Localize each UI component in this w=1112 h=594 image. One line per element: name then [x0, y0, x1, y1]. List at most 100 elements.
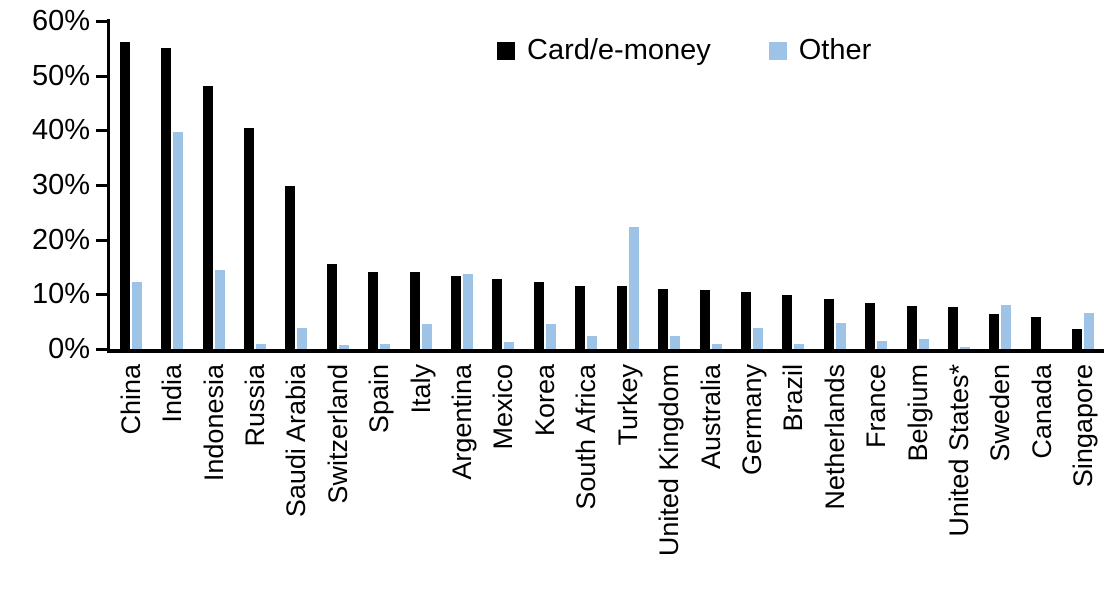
x-axis-label: Canada [1026, 364, 1057, 459]
legend-label-card-e-money: Card/e-money [527, 34, 711, 66]
y-axis-label: 20% [31, 223, 90, 256]
bar-other [173, 132, 184, 349]
bar-group [566, 21, 607, 349]
y-axis-tick [96, 293, 107, 297]
x-axis-label: Australia [695, 364, 726, 470]
bar-other [752, 328, 763, 349]
x-axis-label: Germany [736, 364, 767, 476]
bar-group [441, 21, 482, 349]
bar-group [856, 21, 897, 349]
bar-group [193, 21, 234, 349]
bar-card-e-money [989, 314, 1000, 349]
bar-other [835, 323, 846, 349]
y-axis-tick [96, 348, 107, 351]
x-axis-label: Spain [364, 364, 395, 434]
bar-card-e-money [616, 286, 627, 349]
x-axis-label: France [861, 364, 892, 449]
y-axis-tick [96, 74, 107, 78]
y-axis-label: 40% [31, 114, 90, 147]
x-axis-line [107, 349, 1104, 353]
legend: Card/e-money Other [497, 34, 871, 67]
bar-other [670, 336, 681, 349]
bar-group [234, 21, 275, 349]
bar-other [504, 342, 515, 349]
bar-other [421, 324, 432, 349]
y-axis-tick [96, 20, 107, 23]
bar-group [1021, 21, 1062, 349]
bar-other [1001, 305, 1012, 349]
x-axis-label: Italy [405, 364, 436, 414]
x-axis-label: Brazil [778, 364, 809, 432]
y-axis-label: 60% [31, 5, 90, 37]
y-axis-tick [96, 238, 107, 242]
bar-card-e-money [285, 186, 296, 349]
x-axis-label: Switzerland [322, 364, 353, 504]
x-axis-label: Russia [239, 364, 270, 447]
x-axis-label: Netherlands [819, 364, 850, 510]
x-axis-label: Argentina [447, 364, 478, 480]
bar-other [628, 227, 639, 349]
bar-card-e-money [119, 42, 130, 349]
bar-group [524, 21, 565, 349]
bar-other [297, 328, 308, 349]
bar-card-e-money [699, 290, 710, 349]
bar-other [255, 344, 266, 349]
bar-group [731, 21, 772, 349]
bar-group [690, 21, 731, 349]
bar-other [214, 270, 225, 349]
bar-card-e-money [782, 295, 793, 349]
bar-other [877, 341, 888, 349]
bar-card-e-money [906, 306, 917, 349]
bar-card-e-money [492, 279, 503, 349]
x-axis-label: Sweden [985, 364, 1016, 462]
bar-card-e-money [865, 303, 876, 349]
bar-group [814, 21, 855, 349]
bar-group [938, 21, 979, 349]
bar-card-e-money [948, 307, 959, 349]
bar-card-e-money [533, 282, 544, 349]
bar-card-e-money [202, 86, 213, 349]
bar-card-e-money [658, 289, 669, 349]
x-axis-label: Singapore [1068, 364, 1099, 488]
bar-card-e-money [243, 128, 254, 349]
y-axis-tick [96, 184, 107, 187]
bar-other [1084, 313, 1095, 349]
bar-other [587, 336, 598, 349]
bar-group [483, 21, 524, 349]
bar-other [131, 282, 142, 349]
bar-group [648, 21, 689, 349]
x-axis-label: Indonesia [198, 364, 229, 482]
bar-group [897, 21, 938, 349]
bar-card-e-money [368, 272, 379, 349]
bar-group [607, 21, 648, 349]
y-axis-tick [96, 129, 107, 133]
bar-card-e-money [1072, 329, 1083, 349]
bar-group [1063, 21, 1104, 349]
bar-card-e-money [451, 276, 462, 349]
x-axis-label: Mexico [488, 364, 519, 450]
bar-group [980, 21, 1021, 349]
bar-card-e-money [823, 299, 834, 349]
bar-other [711, 344, 722, 349]
bar-card-e-money [575, 286, 586, 349]
bar-card-e-money [1030, 317, 1041, 349]
y-axis-label: 30% [31, 169, 90, 201]
y-axis-label: 50% [31, 59, 90, 92]
bar-other [960, 347, 971, 349]
x-axis-label: India [157, 364, 188, 423]
x-axis-label: United States* [944, 364, 975, 537]
bar-group [110, 21, 151, 349]
bar-group [773, 21, 814, 349]
bar-other [918, 339, 929, 349]
y-axis-label: 0% [48, 333, 90, 365]
x-axis-label: Turkey [612, 364, 643, 446]
y-axis-label: 10% [31, 278, 90, 311]
x-axis-label: China [115, 364, 146, 435]
y-axis-line [107, 19, 110, 352]
bar-group [400, 21, 441, 349]
bar-card-e-money [326, 264, 337, 349]
bar-group [151, 21, 192, 349]
legend-swatch-other-icon [768, 41, 787, 60]
bar-card-e-money [161, 48, 172, 349]
